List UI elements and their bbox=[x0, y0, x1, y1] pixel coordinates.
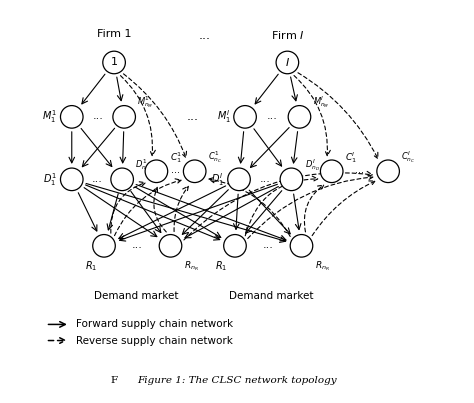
Text: ...: ... bbox=[91, 174, 102, 183]
Text: 1: 1 bbox=[110, 58, 118, 67]
Text: $C_{n_C}^I$: $C_{n_C}^I$ bbox=[401, 149, 416, 165]
Text: ...: ... bbox=[267, 111, 278, 121]
Text: ...: ... bbox=[132, 240, 143, 250]
Text: ...: ... bbox=[92, 111, 103, 121]
Circle shape bbox=[320, 160, 343, 183]
Text: $D_{n_D}^1$: $D_{n_D}^1$ bbox=[136, 157, 151, 173]
Circle shape bbox=[61, 168, 83, 191]
Text: $C_1^1$: $C_1^1$ bbox=[170, 150, 182, 165]
Text: Reverse supply chain network: Reverse supply chain network bbox=[76, 336, 233, 345]
Text: ...: ... bbox=[199, 29, 211, 42]
Text: ...: ... bbox=[263, 240, 273, 250]
Text: $D_1^I$: $D_1^I$ bbox=[211, 171, 225, 188]
Text: ...: ... bbox=[187, 110, 199, 123]
Text: $R_1$: $R_1$ bbox=[84, 259, 97, 273]
Circle shape bbox=[103, 51, 125, 74]
Text: Firm $\mathit{I}$: Firm $\mathit{I}$ bbox=[271, 29, 304, 41]
Circle shape bbox=[159, 235, 182, 257]
Text: $C_{n_C}^1$: $C_{n_C}^1$ bbox=[208, 149, 222, 165]
Circle shape bbox=[288, 106, 311, 128]
Circle shape bbox=[276, 51, 299, 74]
Circle shape bbox=[224, 235, 246, 257]
Text: $M_1^I$: $M_1^I$ bbox=[217, 108, 230, 125]
Text: $D_{n_D}^I$: $D_{n_D}^I$ bbox=[305, 157, 320, 173]
Text: ...: ... bbox=[356, 166, 365, 175]
Text: F: F bbox=[110, 376, 117, 385]
Circle shape bbox=[280, 168, 303, 191]
Text: $I$: $I$ bbox=[285, 56, 290, 69]
Circle shape bbox=[111, 168, 133, 191]
Text: $R_{n_R}$: $R_{n_R}$ bbox=[315, 259, 329, 273]
Text: $M_{n_M}^I$: $M_{n_M}^I$ bbox=[313, 93, 329, 110]
Text: $M_{n_M}^1$: $M_{n_M}^1$ bbox=[137, 93, 154, 110]
Circle shape bbox=[228, 168, 250, 191]
Text: Demand market: Demand market bbox=[229, 291, 313, 301]
Text: $D_1^1$: $D_1^1$ bbox=[44, 171, 57, 188]
Circle shape bbox=[145, 160, 168, 183]
Text: ...: ... bbox=[260, 174, 271, 183]
Text: Figure 1: The CLSC network topology: Figure 1: The CLSC network topology bbox=[137, 376, 337, 385]
Circle shape bbox=[93, 235, 115, 257]
Text: Firm 1: Firm 1 bbox=[97, 29, 131, 39]
Text: $M_1^1$: $M_1^1$ bbox=[43, 108, 57, 125]
Text: Demand market: Demand market bbox=[94, 291, 179, 301]
Text: $R_1$: $R_1$ bbox=[216, 259, 228, 273]
Circle shape bbox=[183, 160, 206, 183]
Circle shape bbox=[377, 160, 400, 183]
Circle shape bbox=[290, 235, 313, 257]
Text: $C_1^I$: $C_1^I$ bbox=[345, 150, 357, 165]
Circle shape bbox=[113, 106, 136, 128]
Circle shape bbox=[234, 106, 256, 128]
Text: $R_{n_R}$: $R_{n_R}$ bbox=[184, 259, 199, 273]
Text: Forward supply chain network: Forward supply chain network bbox=[76, 320, 233, 329]
Text: ...: ... bbox=[171, 166, 180, 175]
Circle shape bbox=[61, 106, 83, 128]
